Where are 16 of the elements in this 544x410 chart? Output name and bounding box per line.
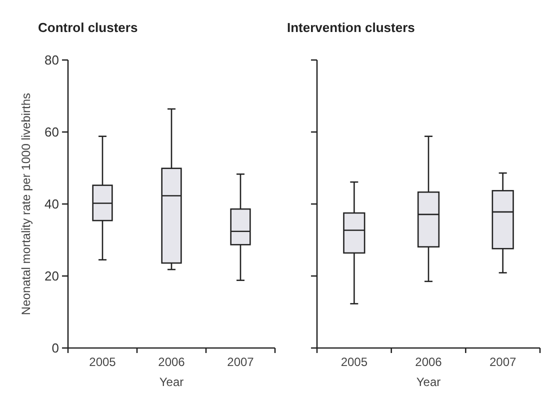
y-tick-label: 20: [44, 268, 59, 284]
x-tick-label: 2007: [227, 355, 254, 369]
x-axis-title: Year: [159, 375, 184, 389]
y-tick-label: 40: [44, 196, 59, 212]
y-tick-label: 60: [44, 124, 59, 140]
x-tick-label: 2006: [158, 355, 186, 369]
y-tick-label: 80: [44, 52, 59, 68]
x-tick-label: 2005: [89, 355, 116, 369]
x-tick-label: 2006: [415, 355, 442, 369]
y-axis-title: Neonatal mortality rate per 1000 livebirths: [19, 92, 33, 316]
y-tick-label: 0: [52, 340, 59, 356]
chart-title: Intervention clusters: [287, 20, 415, 35]
chart-title: Control clusters: [38, 20, 138, 35]
x-axis-title: Year: [416, 375, 441, 389]
x-tick-label: 2005: [340, 355, 368, 369]
x-tick-label: 2007: [489, 355, 517, 369]
